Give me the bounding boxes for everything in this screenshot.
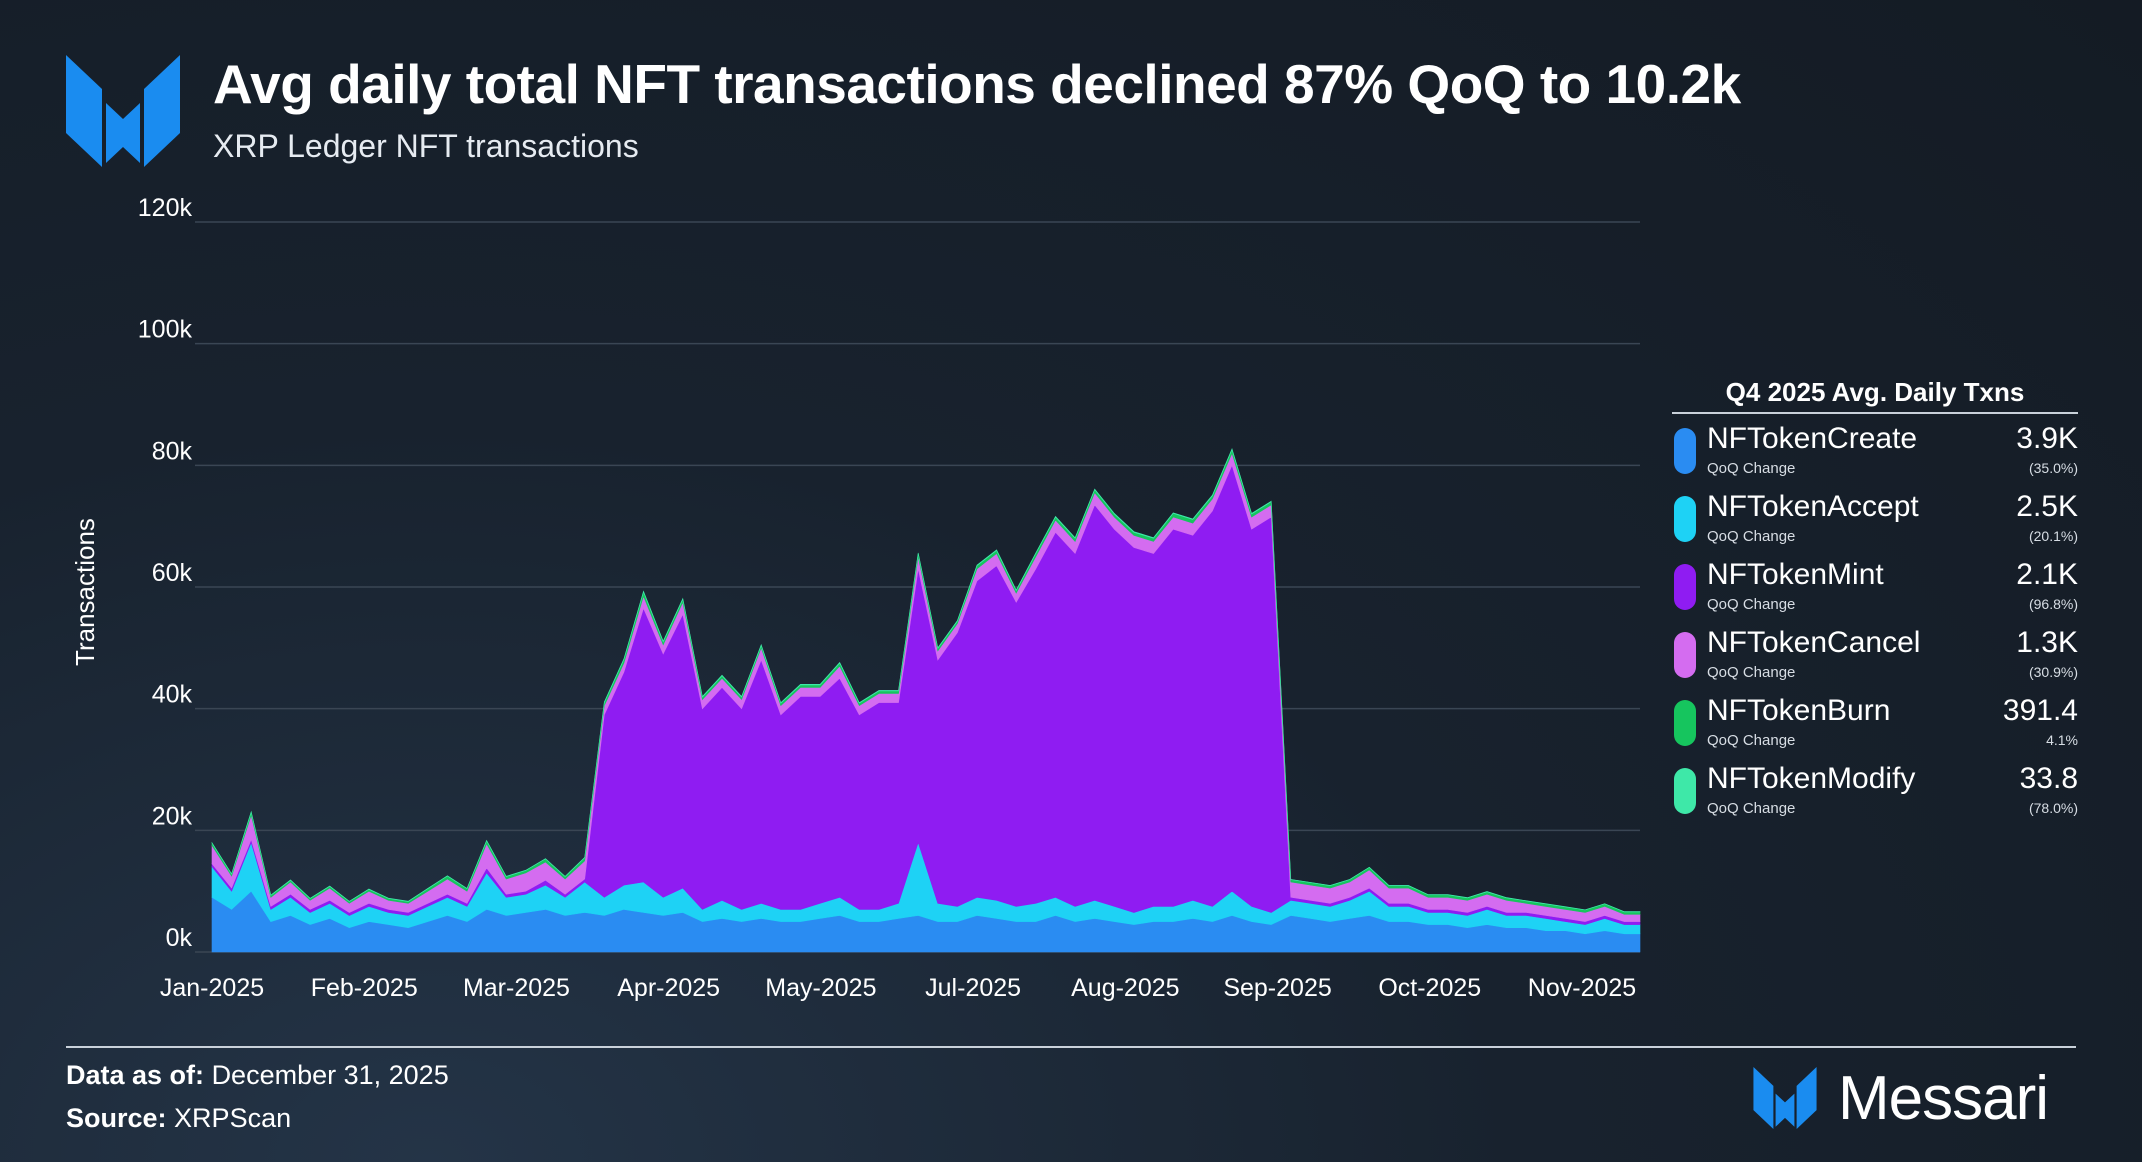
x-tick-label: Mar-2025 — [463, 974, 570, 1002]
brand-name: Messari — [1838, 1064, 2049, 1133]
legend-sub-label: QoQ Change — [1707, 664, 1796, 681]
x-tick-label: Apr-2025 — [617, 974, 720, 1002]
messari-logo-icon — [66, 55, 180, 167]
legend-item-nftokenaccept: NFTokenAccept QoQ Change 2.5K (20.1%) — [1672, 486, 2078, 550]
x-axis-ticks: Jan-2025 Feb-2025 Mar-2025 Apr-2025 May-2025… — [160, 974, 1636, 1002]
legend-item-nftokencancel: NFTokenCancel QoQ Change 1.3K (30.9%) — [1672, 622, 2078, 686]
legend-title: Q4 2025 Avg. Daily Txns — [1672, 377, 2078, 414]
legend-swatch — [1674, 700, 1696, 746]
y-tick-label: 20k — [152, 802, 193, 830]
legend-name: NFTokenModify — [1707, 762, 1916, 795]
legend-change: (35.0%) — [2028, 460, 2078, 476]
chart-subtitle: XRP Ledger NFT transactions — [213, 128, 639, 164]
source-value: XRPScan — [174, 1103, 292, 1133]
legend-sub-label: QoQ Change — [1707, 528, 1796, 545]
legend-sub-label: QoQ Change — [1707, 596, 1796, 613]
legend-change: 4.1% — [2046, 732, 2078, 748]
legend-value: 2.5K — [2016, 490, 2078, 523]
legend-swatch — [1674, 428, 1696, 474]
footer-divider — [1076, 1046, 2076, 1048]
legend-item-nftokencreate: NFTokenCreate QoQ Change 3.9K (35.0%) — [1672, 418, 2078, 482]
legend-name: NFTokenAccept — [1707, 490, 1919, 523]
legend-item-nftokenmodify: NFTokenModify QoQ Change 33.8 (78.0%) — [1672, 758, 2078, 822]
legend-value: 1.3K — [2016, 626, 2078, 659]
source: Source: XRPScan — [66, 1103, 291, 1134]
footer-divider — [66, 1046, 1076, 1048]
x-tick-label: Jan-2025 — [160, 974, 264, 1002]
legend-swatch — [1674, 564, 1696, 610]
legend: Q4 2025 Avg. Daily Txns NFTokenCreate QoQ… — [1672, 377, 2078, 822]
legend-swatch — [1674, 768, 1696, 814]
legend-sub-label: QoQ Change — [1707, 732, 1796, 749]
y-tick-label: 60k — [152, 559, 193, 587]
data-as-of-label: Data as of: — [66, 1060, 205, 1090]
legend-swatch — [1674, 632, 1696, 678]
legend-value: 3.9K — [2016, 422, 2078, 455]
legend-value: 391.4 — [2002, 694, 2078, 727]
x-tick-label: Jul-2025 — [925, 974, 1021, 1002]
y-tick-label: 120k — [138, 194, 193, 222]
legend-item-nftokenmint: NFTokenMint QoQ Change 2.1K (96.8%) — [1672, 554, 2078, 618]
legend-value: 2.1K — [2016, 558, 2078, 591]
x-tick-label: Nov-2025 — [1528, 974, 1636, 1002]
legend-item-nftokenburn: NFTokenBurn QoQ Change 391.4 4.1% — [1672, 690, 2078, 754]
chart-title: Avg daily total NFT transactions decline… — [213, 53, 1741, 115]
data-as-of: Data as of: December 31, 2025 — [66, 1060, 449, 1091]
legend-change: (20.1%) — [2028, 528, 2078, 544]
y-tick-label: 0k — [166, 924, 193, 952]
legend-value: 33.8 — [2019, 762, 2078, 795]
legend-name: NFTokenCancel — [1707, 626, 1921, 659]
legend-change: (78.0%) — [2028, 800, 2078, 816]
y-axis-label: Transactions — [70, 518, 100, 666]
messari-logo-icon — [1753, 1067, 1817, 1129]
stacked-area-chart: 0k 20k 40k 60k 80k 100k 120k Jan-2025 Feb-2025 M… — [70, 194, 1641, 1002]
x-tick-label: Oct-2025 — [1378, 974, 1481, 1002]
area-nftokenmodify — [211, 448, 1641, 913]
legend-sub-label: QoQ Change — [1707, 800, 1796, 817]
legend-name: NFTokenMint — [1707, 558, 1884, 591]
data-as-of-value: December 31, 2025 — [211, 1060, 449, 1090]
x-tick-label: Sep-2025 — [1223, 974, 1331, 1002]
legend-change: (96.8%) — [2028, 596, 2078, 612]
source-label: Source: — [66, 1103, 167, 1133]
y-tick-label: 40k — [152, 681, 193, 709]
x-tick-label: Feb-2025 — [311, 974, 418, 1002]
legend-name: NFTokenCreate — [1707, 422, 1918, 455]
y-tick-label: 100k — [138, 316, 193, 344]
legend-items: NFTokenCreate QoQ Change 3.9K (35.0%) NFToke… — [1672, 418, 2078, 822]
x-tick-label: Aug-2025 — [1071, 974, 1179, 1002]
legend-sub-label: QoQ Change — [1707, 460, 1796, 477]
legend-name: NFTokenBurn — [1707, 694, 1891, 727]
legend-change: (30.9%) — [2028, 664, 2078, 680]
y-tick-label: 80k — [152, 437, 193, 465]
x-tick-label: May-2025 — [765, 974, 876, 1002]
legend-swatch — [1674, 496, 1696, 542]
area-nftokenmint — [211, 464, 1641, 925]
area-series — [211, 448, 1641, 953]
y-axis-ticks: 0k 20k 40k 60k 80k 100k 120k — [138, 194, 193, 952]
brand-logo: Messari — [1752, 1063, 2082, 1133]
